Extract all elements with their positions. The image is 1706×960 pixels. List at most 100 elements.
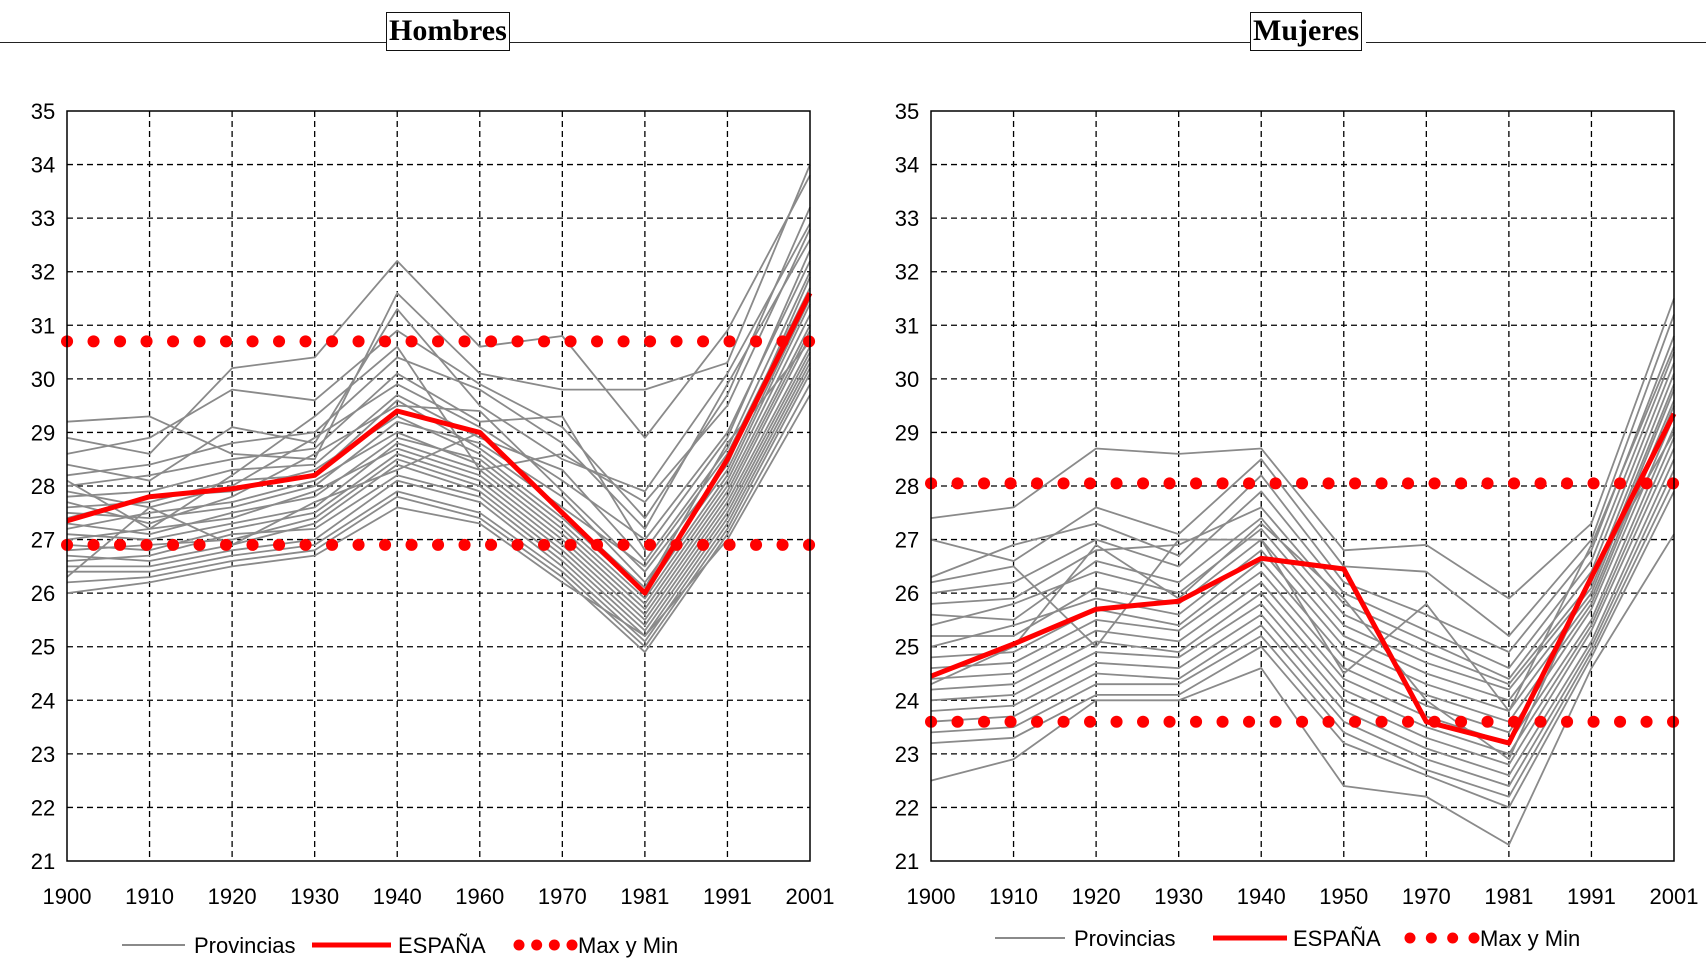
series-line-provincias	[930, 426, 1675, 744]
plot-frame	[66, 110, 811, 862]
legend-label-provincias: Provincias	[1074, 926, 1175, 951]
legend-swatch-max-y-min	[1404, 932, 1416, 944]
series-line-provincias	[930, 346, 1675, 712]
series-line-provincias	[66, 228, 811, 530]
y-tick-label: 24	[31, 688, 55, 713]
x-tick-label: 1991	[703, 884, 752, 909]
y-tick-label: 33	[895, 206, 919, 231]
legend-label-max-y-min: Max y Min	[578, 933, 678, 958]
series-line-provincias	[66, 249, 811, 552]
series-line-provincias	[66, 335, 811, 616]
legend-label-provincias: Provincias	[194, 933, 295, 958]
x-tick-label: 1920	[1072, 884, 1121, 909]
legend-label-espana: ESPAÑA	[1293, 926, 1381, 951]
header-rule-right	[1366, 42, 1706, 43]
y-tick-label: 25	[31, 635, 55, 660]
series-line-provincias	[66, 271, 811, 562]
y-tick-label: 31	[31, 313, 55, 338]
series-line-provincias	[930, 362, 1675, 680]
series-line-provincias	[930, 437, 1675, 755]
x-tick-label: 1910	[125, 884, 174, 909]
x-tick-label: 1910	[989, 884, 1038, 909]
y-tick-label: 35	[31, 99, 55, 124]
series-line-provincias	[66, 351, 811, 627]
x-tick-label: 1920	[208, 884, 257, 909]
y-tick-label: 32	[31, 260, 55, 285]
chart-title-hombres: Hombres	[386, 12, 510, 51]
y-tick-label: 34	[31, 153, 55, 178]
series-line-provincias	[66, 383, 811, 653]
x-tick-label: 1981	[620, 884, 669, 909]
series-line-provincias	[930, 383, 1675, 691]
series-line-provincias	[930, 298, 1675, 600]
series-line-provincias	[930, 373, 1675, 686]
plot-frame	[930, 110, 1675, 862]
x-tick-label: 1940	[1237, 884, 1286, 909]
header-rule-mid	[510, 42, 1250, 43]
series-line-provincias	[930, 416, 1675, 734]
chart-panel-hombres: 21 22 23 24 25 26 27 28 29 30 31 32 33 34 35 1900 1910 19…	[31, 99, 835, 958]
legend-swatch-max-y-min	[566, 939, 578, 951]
y-tick-label: 27	[895, 528, 919, 553]
series-line-provincias	[66, 362, 811, 637]
y-tick-label: 23	[895, 742, 919, 767]
series-line-provincias	[66, 356, 811, 632]
x-tick-label: 1900	[43, 884, 92, 909]
series-line-provincias	[67, 367, 811, 643]
y-tick-label: 30	[895, 367, 919, 392]
y-tick-label: 22	[31, 795, 55, 820]
series-line-provincias	[930, 469, 1675, 787]
series-line-provincias	[930, 490, 1675, 809]
y-tick-label: 27	[31, 528, 55, 553]
series-line-provincias	[930, 458, 1675, 777]
y-tick-label: 26	[895, 581, 919, 606]
y-tick-label: 29	[895, 420, 919, 445]
x-tick-label: 2001	[1650, 884, 1699, 909]
y-tick-label: 35	[895, 99, 919, 124]
series-line-provincias	[66, 324, 811, 605]
series-line-provincias	[66, 260, 811, 541]
x-tick-label: 1960	[455, 884, 504, 909]
y-tick-label: 22	[895, 795, 919, 820]
series-line-provincias	[930, 335, 1675, 653]
legend-swatch-max-y-min	[513, 939, 525, 951]
series-line-provincias	[930, 351, 1675, 669]
series-line-espana	[66, 291, 813, 596]
legend-swatch-max-y-min	[548, 939, 560, 951]
y-tick-label: 33	[31, 206, 55, 231]
y-tick-label: 21	[895, 849, 919, 874]
legend-swatch-max-y-min	[1447, 932, 1459, 944]
chart-panel-mujeres: 21 22 23 24 25 26 27 28 29 30 31 32 33 34 35 1900 1910 19…	[895, 99, 1699, 951]
y-tick-label: 21	[31, 849, 55, 874]
x-tick-label: 1930	[290, 884, 339, 909]
series-line-provincias	[66, 207, 811, 519]
x-tick-label: 1970	[538, 884, 587, 909]
series-line-espana	[930, 412, 1677, 746]
legend-swatch-max-y-min	[1468, 932, 1480, 944]
y-tick-label: 28	[895, 474, 919, 499]
legend-swatch-max-y-min	[531, 939, 543, 951]
series-line-provincias	[66, 164, 811, 461]
series-line-provincias	[930, 431, 1675, 761]
y-tick-label: 34	[895, 153, 919, 178]
x-tick-label: 1940	[373, 884, 422, 909]
series-line-provincias	[66, 330, 811, 611]
series-line-provincias	[930, 448, 1675, 766]
chart-title-mujeres: Mujeres	[1250, 12, 1363, 51]
series-line-provincias	[930, 480, 1675, 798]
x-tick-label: 1900	[907, 884, 956, 909]
y-tick-label: 23	[31, 742, 55, 767]
x-tick-label: 2001	[786, 884, 835, 909]
series-line-provincias	[66, 394, 811, 637]
y-tick-label: 29	[31, 420, 55, 445]
series-line-provincias	[66, 239, 811, 530]
y-tick-label: 28	[31, 474, 55, 499]
header-rule-left	[0, 42, 386, 43]
series-line-provincias	[66, 340, 811, 589]
x-tick-label: 1991	[1567, 884, 1616, 909]
legend-label-espana: ESPAÑA	[398, 933, 486, 958]
y-tick-label: 24	[895, 688, 919, 713]
y-tick-label: 32	[895, 260, 919, 285]
x-tick-label: 1930	[1154, 884, 1203, 909]
